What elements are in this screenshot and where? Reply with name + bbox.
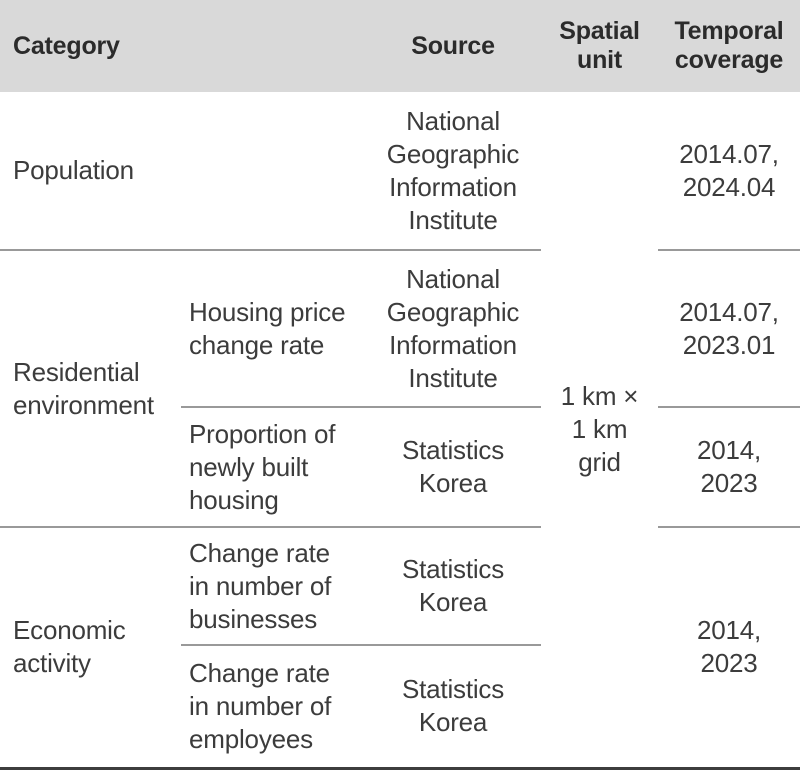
cell-source-newly-built: Statistics Korea: [365, 407, 542, 528]
cell-source-population: National Geographic Information Institut…: [365, 92, 542, 251]
cell-indicator-businesses: Change rate in number of businesses: [181, 527, 366, 646]
row-newly-built-housing: Proportion of newly built housing Statis…: [0, 407, 800, 528]
cell-indicator-housing-price: Housing price change rate: [181, 250, 366, 408]
row-businesses: Economic activity Change rate in number …: [0, 527, 800, 678]
cell-temporal-newly-built: 2014, 2023: [658, 407, 800, 528]
cell-temporal-economic: 2014, 2023: [696, 615, 762, 679]
row-population: Population National Geographic Informati…: [0, 92, 800, 477]
cell-source-employees: Statistics Korea: [402, 674, 505, 738]
cell-category-population: Population: [0, 92, 366, 251]
header-temporal-coverage: Temporal coverage: [658, 0, 800, 92]
header-source: Source: [365, 0, 542, 92]
header-row: Category Source Spatial unit Temporal co…: [0, 0, 800, 92]
cell-source-housing-price: National Geographic Information Institut…: [365, 250, 542, 408]
header-spatial-unit: Spatial unit: [541, 0, 659, 92]
cell-category-economic: Economic activity: [13, 615, 126, 679]
cell-indicator-newly-built: Proportion of newly built housing: [181, 407, 366, 528]
cell-temporal-housing-price: 2014.07, 2023.01: [658, 250, 800, 408]
cell-category-residential: Residential environment: [0, 250, 181, 528]
header-category: Category: [0, 0, 366, 92]
cell-source-businesses: Statistics Korea: [365, 527, 542, 646]
row-employees: Change rate in number of employees Stati…: [0, 645, 800, 768]
cell-spatial-unit: 1 km × 1 km grid: [560, 380, 639, 477]
row-housing-price: Residential environment Housing price ch…: [0, 250, 800, 528]
cell-indicator-employees: Change rate in number of employees: [189, 657, 332, 754]
cell-temporal-population: 2014.07, 2024.04: [658, 92, 800, 251]
